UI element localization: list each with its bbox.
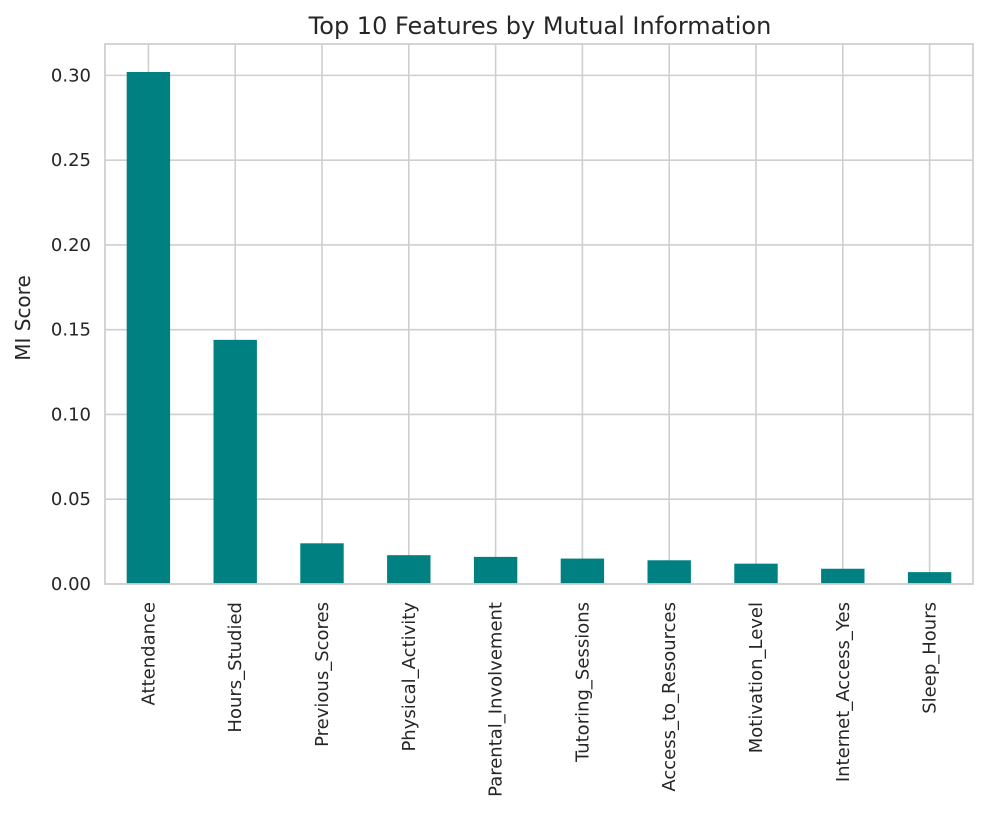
x-tick-label: Sleep_Hours	[920, 602, 941, 714]
y-tick-label: 0.20	[51, 235, 91, 256]
y-tick-label: 0.25	[51, 150, 91, 171]
x-tick-label: Parental_Involvement	[486, 602, 507, 797]
grid-lines	[105, 44, 973, 585]
y-axis-label: MI Score	[11, 275, 35, 361]
bars	[126, 71, 952, 585]
bar-sleep-hours	[907, 572, 952, 584]
bar-access-to-resources	[647, 560, 691, 584]
x-tick-label: Motivation_Level	[746, 602, 767, 753]
x-tick-label: Previous_Scores	[312, 602, 333, 747]
chart-title: Top 10 Features by Mutual Information	[308, 12, 772, 40]
y-tick-label: 0.00	[51, 574, 91, 595]
bar-hours-studied	[213, 339, 257, 584]
y-tick-label: 0.30	[51, 65, 91, 86]
plot-frame	[104, 43, 974, 585]
x-tick-label: Tutoring_Sessions	[572, 602, 593, 763]
x-tick-label: Physical_Activity	[399, 602, 420, 752]
bar-internet-access-yes	[821, 568, 865, 584]
bar-tutoring-sessions	[560, 558, 605, 584]
x-tick-label: Access_to_Resources	[659, 602, 680, 792]
x-tick-labels: Attendance Hours_Studied Previous_Scores Ph…	[138, 602, 940, 797]
y-tick-label: 0.05	[51, 489, 91, 510]
y-tick-labels: 0.00 0.05 0.10 0.15 0.20 0.25 0.30	[51, 65, 91, 595]
x-tick-label: Internet_Access_Yes	[833, 602, 854, 782]
y-tick-label: 0.10	[51, 404, 91, 425]
bar-attendance	[126, 71, 171, 585]
bar-motivation-level	[734, 563, 778, 584]
bar-parental-involvement	[473, 556, 518, 584]
x-tick-label: Hours_Studied	[225, 602, 246, 733]
y-tick-label: 0.15	[51, 320, 91, 341]
x-tick-label: Attendance	[138, 602, 159, 705]
bar-previous-scores	[300, 543, 344, 584]
bar-physical-activity	[387, 555, 431, 584]
